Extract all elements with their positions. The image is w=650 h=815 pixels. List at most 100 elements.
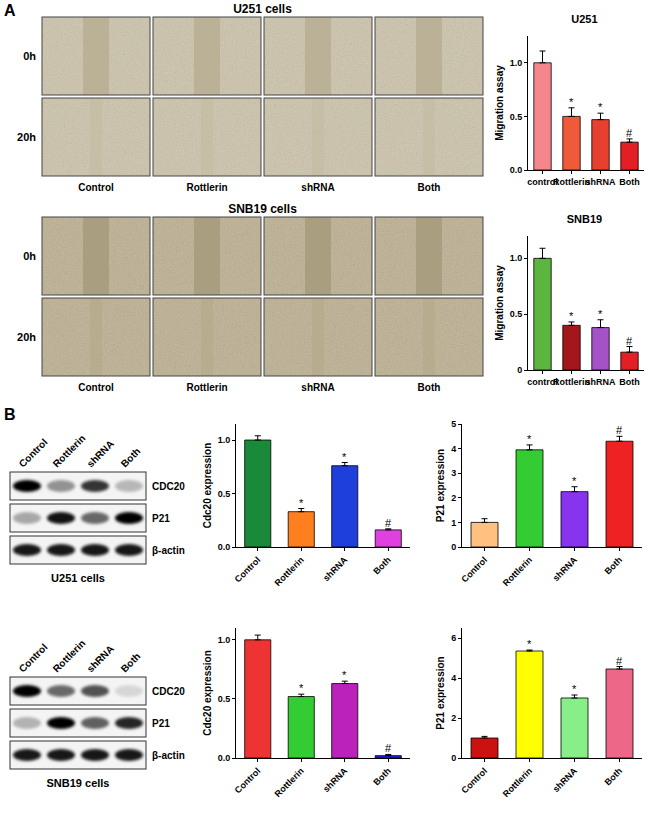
svg-text:*: * [527, 638, 532, 650]
svg-text:U251 cells: U251 cells [233, 2, 292, 16]
svg-text:Rottlerin: Rottlerin [501, 766, 534, 799]
svg-text:1.0: 1.0 [218, 435, 231, 445]
svg-text:shRNA: shRNA [85, 438, 116, 469]
svg-text:shRNA: shRNA [301, 382, 334, 393]
svg-text:0.0: 0.0 [218, 542, 231, 552]
svg-text:2: 2 [451, 713, 456, 723]
svg-text:*: * [569, 310, 574, 322]
svg-text:CDC20: CDC20 [152, 481, 185, 492]
svg-text:U251: U251 [571, 13, 597, 25]
svg-text:control: control [527, 377, 558, 387]
svg-text:Both: Both [119, 651, 143, 675]
svg-text:Both: Both [371, 555, 393, 577]
svg-text:control: control [527, 177, 558, 187]
svg-text:Both: Both [603, 555, 625, 577]
svg-text:shRNA: shRNA [585, 177, 616, 187]
svg-text:Both: Both [603, 766, 625, 788]
svg-text:Both: Both [619, 377, 640, 387]
svg-text:3: 3 [451, 468, 456, 478]
svg-text:0h: 0h [23, 250, 36, 262]
svg-text:β-actin: β-actin [152, 750, 185, 761]
svg-text:Cdc20 expression: Cdc20 expression [202, 443, 213, 529]
svg-text:#: # [616, 655, 623, 667]
svg-text:P21 expression: P21 expression [435, 656, 446, 729]
svg-text:Migration assay: Migration assay [494, 65, 505, 141]
svg-text:0: 0 [451, 753, 456, 763]
svg-text:A: A [4, 2, 16, 19]
svg-text:*: * [527, 433, 532, 445]
svg-text:B: B [4, 406, 16, 423]
svg-text:U251 cells: U251 cells [51, 572, 105, 584]
svg-text:4: 4 [451, 673, 456, 683]
svg-text:Rottlerin: Rottlerin [186, 182, 227, 193]
svg-text:Control: Control [78, 182, 114, 193]
svg-text:Both: Both [418, 382, 441, 393]
svg-text:*: * [598, 101, 603, 113]
svg-text:20h: 20h [17, 131, 36, 143]
svg-text:shRNA: shRNA [321, 554, 350, 583]
svg-text:*: * [572, 683, 577, 695]
svg-text:Control: Control [17, 436, 50, 469]
svg-text:P21: P21 [152, 513, 170, 524]
svg-text:#: # [616, 424, 623, 436]
svg-text:shRNA: shRNA [585, 377, 616, 387]
svg-text:Rottlerin: Rottlerin [51, 638, 88, 675]
svg-text:Rottlerin: Rottlerin [553, 177, 590, 187]
svg-text:0.0: 0.0 [218, 753, 231, 763]
svg-text:1.0: 1.0 [510, 253, 523, 263]
svg-text:1: 1 [451, 518, 456, 528]
svg-text:shRNA: shRNA [551, 765, 580, 794]
svg-text:*: * [299, 497, 304, 509]
svg-text:0.5: 0.5 [218, 694, 231, 704]
svg-text:0: 0 [517, 365, 522, 375]
svg-text:SNB19 cells: SNB19 cells [47, 777, 110, 789]
svg-text:Both: Both [418, 182, 441, 193]
svg-text:4: 4 [451, 444, 456, 454]
svg-text:1.0: 1.0 [218, 635, 231, 645]
svg-text:2: 2 [451, 493, 456, 503]
svg-text:Control: Control [459, 766, 489, 796]
svg-text:shRNA: shRNA [301, 182, 334, 193]
svg-text:0: 0 [451, 542, 456, 552]
svg-text:SNB19 cells: SNB19 cells [228, 202, 297, 216]
svg-text:0.5: 0.5 [510, 112, 523, 122]
svg-text:*: * [342, 669, 347, 681]
svg-text:#: # [626, 335, 633, 347]
svg-text:P21 expression: P21 expression [435, 449, 446, 522]
svg-text:Control: Control [233, 555, 263, 585]
svg-text:Both: Both [371, 766, 393, 788]
svg-text:Rottlerin: Rottlerin [553, 377, 590, 387]
svg-text:6: 6 [451, 633, 456, 643]
svg-text:Control: Control [17, 641, 50, 674]
svg-text:shRNA: shRNA [85, 643, 116, 674]
svg-text:*: * [342, 451, 347, 463]
svg-text:Control: Control [459, 555, 489, 585]
svg-text:#: # [385, 517, 392, 529]
svg-text:0.5: 0.5 [510, 309, 523, 319]
svg-text:Migration assay: Migration assay [494, 265, 505, 341]
svg-text:*: * [572, 475, 577, 487]
svg-text:Rottlerin: Rottlerin [51, 433, 88, 470]
svg-text:0h: 0h [23, 50, 36, 62]
svg-text:5: 5 [451, 419, 456, 429]
svg-text:Cdc20 expression: Cdc20 expression [202, 650, 213, 736]
svg-text:Rottlerin: Rottlerin [273, 766, 306, 799]
svg-text:Rottlerin: Rottlerin [273, 555, 306, 588]
svg-text:SNB19: SNB19 [567, 213, 602, 225]
svg-text:20h: 20h [17, 331, 36, 343]
svg-text:Control: Control [78, 382, 114, 393]
svg-text:Both: Both [619, 177, 640, 187]
svg-text:P21: P21 [152, 718, 170, 729]
svg-text:Both: Both [119, 446, 143, 470]
svg-text:#: # [626, 127, 633, 139]
svg-text:β-actin: β-actin [152, 545, 185, 556]
svg-text:*: * [598, 308, 603, 320]
svg-text:*: * [299, 682, 304, 694]
svg-text:1.0: 1.0 [510, 58, 523, 68]
svg-text:#: # [385, 742, 392, 754]
svg-text:shRNA: shRNA [551, 554, 580, 583]
svg-text:shRNA: shRNA [321, 765, 350, 794]
svg-text:*: * [569, 96, 574, 108]
svg-text:0.5: 0.5 [218, 489, 231, 499]
svg-text:0.0: 0.0 [510, 165, 523, 175]
